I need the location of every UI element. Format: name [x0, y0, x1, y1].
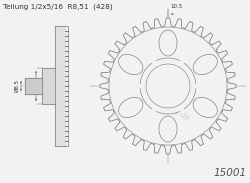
Circle shape: [151, 58, 156, 63]
Circle shape: [160, 78, 176, 94]
Ellipse shape: [119, 54, 143, 75]
Circle shape: [109, 27, 227, 145]
Circle shape: [151, 109, 156, 114]
Text: 90: 90: [172, 76, 181, 82]
Polygon shape: [42, 68, 55, 104]
Text: Ø8.5: Ø8.5: [15, 79, 20, 92]
Text: Ø58: Ø58: [30, 80, 35, 92]
Circle shape: [140, 58, 196, 114]
Circle shape: [180, 58, 185, 63]
Circle shape: [194, 83, 200, 89]
Ellipse shape: [159, 30, 177, 56]
Ellipse shape: [119, 97, 143, 118]
Circle shape: [180, 109, 185, 114]
Ellipse shape: [193, 54, 217, 75]
Text: 10.5: 10.5: [170, 4, 182, 9]
Polygon shape: [55, 26, 65, 146]
Ellipse shape: [193, 97, 217, 118]
Text: Teilung 1/2x5/16  R8,51  (428): Teilung 1/2x5/16 R8,51 (428): [3, 3, 112, 10]
Ellipse shape: [159, 116, 177, 142]
Text: 15001: 15001: [214, 168, 247, 178]
Circle shape: [146, 64, 190, 108]
Polygon shape: [100, 18, 236, 154]
Text: partshopping.de: partshopping.de: [134, 79, 192, 123]
Circle shape: [136, 83, 141, 89]
Polygon shape: [25, 78, 42, 94]
